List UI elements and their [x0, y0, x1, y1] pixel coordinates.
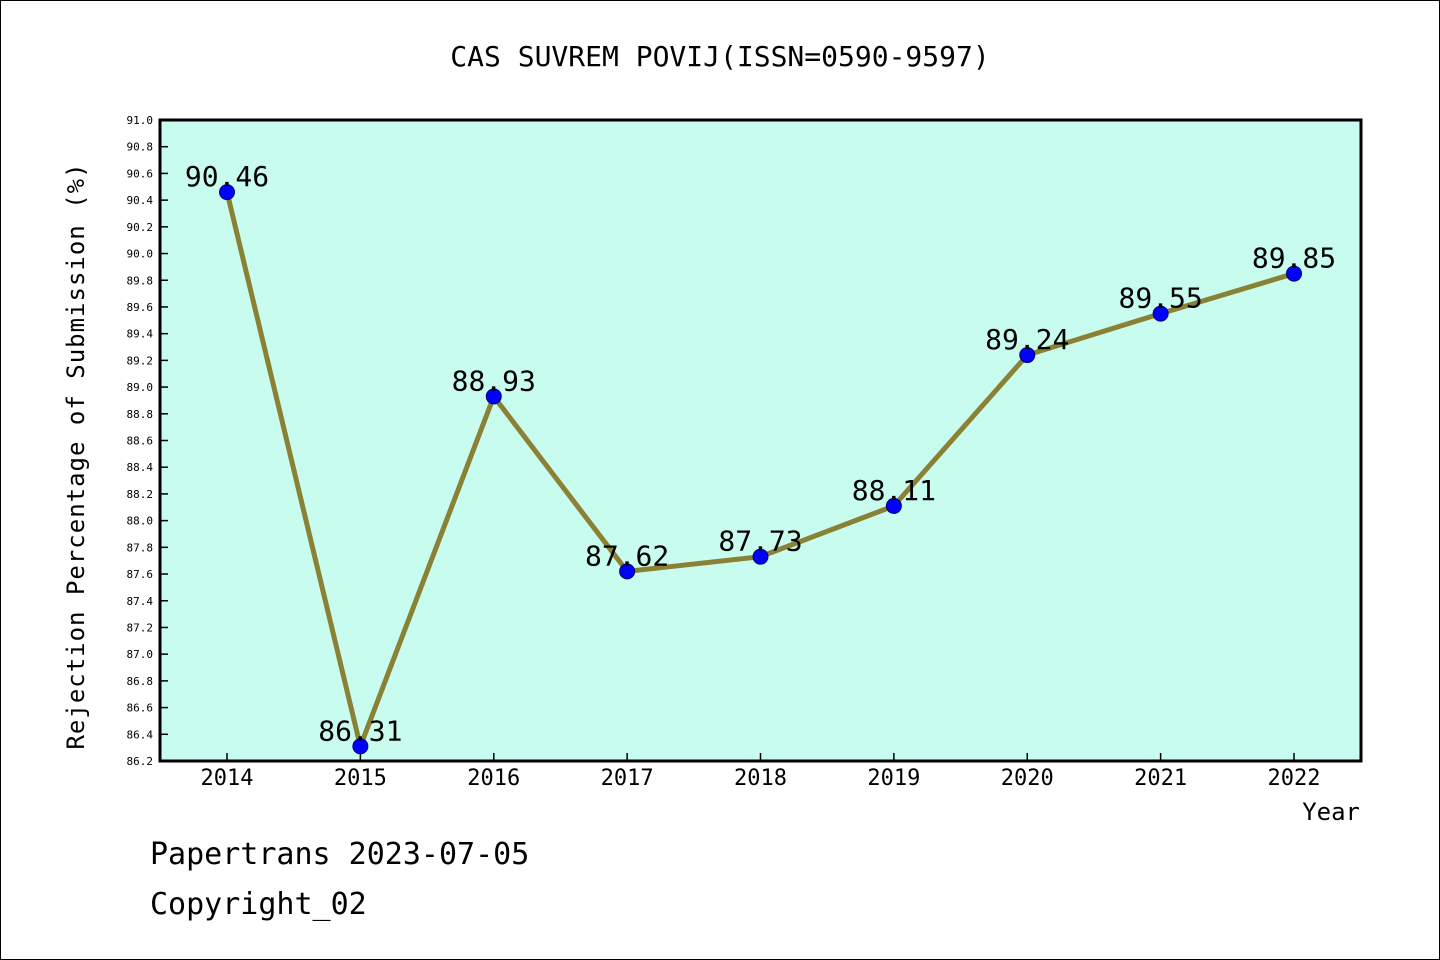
y-axis-label: Rejection Percentage of Submission (%) [62, 162, 90, 749]
data-point [352, 738, 369, 755]
x-tick-label: 2020 [1001, 766, 1054, 791]
y-tick-label: 90.0 [127, 248, 154, 261]
data-point [885, 497, 902, 514]
x-tick-label: 2016 [467, 766, 520, 791]
data-label: 88.93 [452, 364, 536, 397]
y-axis: 86.2 86.4 86.6 86.8 87.0 87.2 87.4 87.6 87.8 88.0… [127, 114, 168, 768]
data-label: 89.55 [1118, 282, 1202, 315]
y-tick-label: 90.4 [127, 194, 154, 207]
data-label: 87.73 [718, 525, 802, 558]
y-tick-label: 88.6 [127, 435, 154, 448]
y-tick-label: 87.0 [127, 648, 154, 661]
data-label: 86.31 [318, 714, 402, 747]
y-tick-label: 88.2 [127, 488, 154, 501]
footer-date: Papertrans 2023-07-05 [150, 837, 529, 872]
y-tick-label: 88.0 [127, 515, 154, 528]
y-tick-label: 89.8 [127, 274, 154, 287]
x-tick-label: 2017 [601, 766, 654, 791]
y-tick-label: 86.4 [127, 728, 154, 741]
y-tick-label: 91.0 [127, 114, 154, 127]
data-label: 88.11 [852, 474, 936, 507]
y-tick-label: 90.8 [127, 141, 154, 154]
data-point [219, 184, 235, 201]
data-point [1152, 305, 1169, 322]
y-tick-label: 88.4 [127, 461, 154, 474]
x-tick-label: 2021 [1134, 766, 1187, 791]
footer-copyright: Copyright_02 [150, 887, 367, 922]
data-point [752, 548, 769, 565]
y-tick-label: 90.6 [127, 167, 154, 180]
data-point [485, 388, 502, 405]
x-tick-label: 2019 [867, 766, 920, 791]
y-tick-label: 87.6 [127, 568, 154, 581]
y-tick-label: 88.8 [127, 408, 154, 421]
x-tick-label: 2014 [201, 766, 254, 791]
x-tick-label: 2022 [1268, 766, 1321, 791]
series-group: 90.46 86.31 88.93 87.62 87.73 88.11 89.24 89.55… [185, 160, 1336, 755]
y-tick-label: 86.8 [127, 675, 154, 688]
chart-title: CAS SUVREM POVIJ(ISSN=0590-9597) [450, 40, 989, 73]
x-axis-label: Year [1302, 798, 1360, 826]
plot-area [158, 118, 1363, 763]
data-point [619, 563, 636, 580]
y-tick-label: 87.8 [127, 541, 154, 554]
y-tick-label: 89.6 [127, 301, 154, 314]
y-tick-label: 90.2 [127, 221, 154, 234]
x-tick-label: 2015 [334, 766, 387, 791]
y-tick-label: 89.4 [127, 328, 154, 341]
x-axis: 2014 2015 2016 2017 2018 2019 2020 2021 2022 [201, 753, 1321, 791]
x-tick-label: 2018 [734, 766, 787, 791]
y-tick-label: 87.2 [127, 621, 154, 634]
y-tick-label: 89.0 [127, 381, 154, 394]
y-tick-label: 89.2 [127, 354, 154, 367]
y-tick-label: 86.2 [127, 755, 154, 768]
data-label: 89.24 [985, 323, 1069, 356]
data-label: 87.62 [585, 539, 669, 572]
data-label: 90.46 [185, 160, 269, 193]
data-label: 89.85 [1252, 242, 1336, 275]
y-tick-label: 87.4 [127, 595, 154, 608]
data-point [1019, 347, 1036, 364]
data-point [1286, 265, 1302, 282]
y-tick-label: 86.6 [127, 702, 154, 715]
